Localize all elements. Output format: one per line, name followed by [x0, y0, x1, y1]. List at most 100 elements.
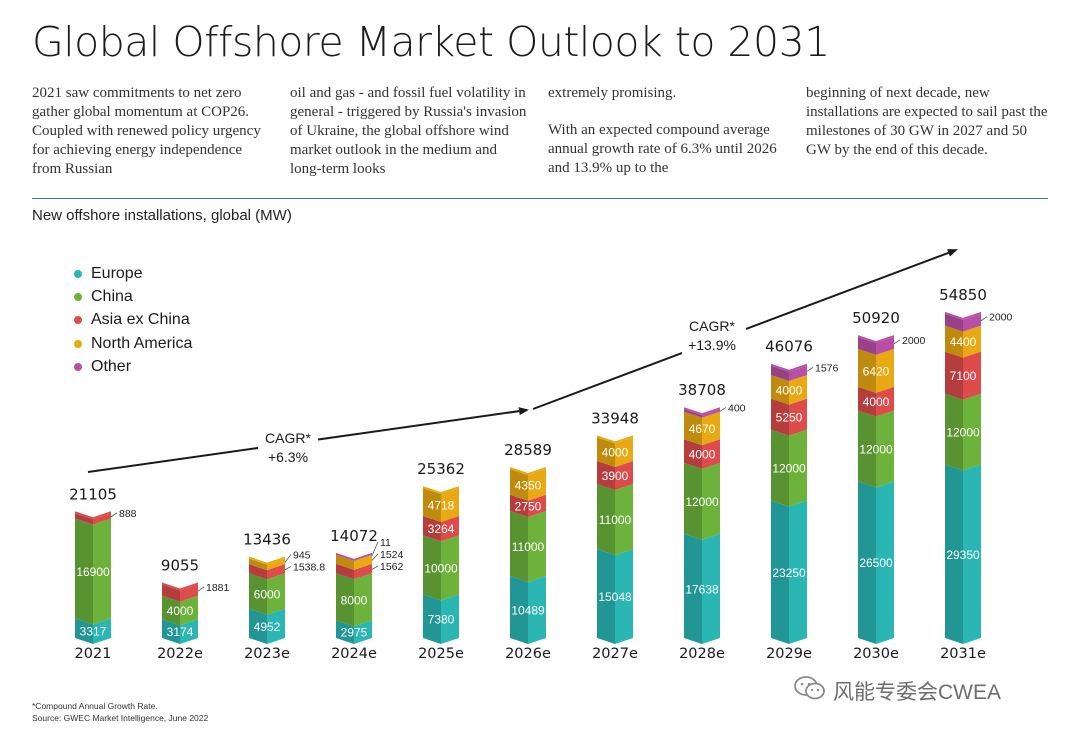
segment-label-2026e-2: 2750 [515, 499, 542, 513]
bar-2031e-cap [945, 311, 981, 320]
body-text-3b: With an expected compound average annual… [548, 122, 777, 176]
x-tick-label-2022e: 2022e [157, 646, 203, 662]
body-column-1: 2021 saw commitments to net zero gather … [32, 84, 274, 197]
x-tick-label-2030e: 2030e [853, 646, 899, 662]
segment-label-2024e-2: 1562 [380, 561, 404, 573]
bar-2031e-china-right [963, 393, 981, 471]
bar-2025e-cap [423, 486, 459, 495]
bar-total-2031e: 54850 [939, 286, 987, 304]
segment-label-2025e-0: 7380 [428, 613, 455, 627]
bar-2023e-europe-right [267, 608, 285, 644]
bar-2030e-china-left [858, 410, 876, 488]
bar-2030e-asia-ex-china-right [876, 386, 894, 417]
bar-2021-europe-right [93, 618, 111, 644]
bar-2028e-asia-ex-china-left [684, 439, 702, 469]
legend-label-other: Other [91, 357, 132, 375]
bar-2028e-asia-ex-china-right [702, 439, 720, 469]
bar-2021-cap [75, 511, 111, 520]
bar-2025e-europe-left [423, 594, 441, 644]
chart-legend: Europe China Asia ex China North America… [74, 262, 192, 378]
x-tick-label-2024e: 2024e [331, 646, 377, 662]
bar-2027e-asia-ex-china-left [597, 461, 615, 491]
bar-2027e-cap [597, 435, 633, 444]
legend-dot-asia-ex-china [74, 316, 82, 325]
leader-line-2030e-4 [893, 339, 901, 345]
legend-item-north-america: North America [74, 332, 192, 355]
segment-label-2031e-0: 29350 [946, 548, 980, 562]
bar-2026e-europe-right [528, 576, 546, 644]
bar-2022e-asia-ex-china-left [162, 584, 180, 602]
cagr-value-2: +13.9% [688, 337, 736, 353]
segment-label-2023e-1: 6000 [254, 588, 281, 602]
legend-label-asia-ex-china: Asia ex China [91, 311, 190, 329]
bar-2030e-north-america-right [876, 348, 894, 393]
bar-total-2025e: 25362 [417, 460, 465, 478]
segment-label-2021-1: 16900 [76, 565, 110, 579]
bar-2023e-cap [249, 556, 285, 565]
bar-2021-asia-ex-china-left [75, 513, 93, 525]
body-text-3a: extremely promising. [548, 85, 677, 101]
bar-total-2030e: 50920 [852, 309, 900, 327]
bar-2030e-asia-ex-china-left [858, 386, 876, 417]
bar-total-2023e: 13436 [243, 531, 291, 549]
segment-label-2029e-2: 5250 [776, 411, 803, 425]
leader-line-2031e-4 [980, 316, 988, 322]
bar-2030e-north-america-left [858, 348, 876, 393]
segment-label-2030e-0: 26500 [859, 556, 893, 570]
bar-2029e-north-america-left [771, 375, 789, 405]
bar-2026e-asia-ex-china-right [528, 494, 546, 517]
watermark: 风能专委会CWEA [793, 675, 1001, 707]
segment-label-2029e-0: 23250 [772, 566, 806, 580]
bar-2030e-europe-right [876, 481, 894, 644]
bar-2029e-other-left [771, 365, 789, 382]
segment-label-2028e-0: 17638 [685, 582, 719, 596]
wechat-icon [793, 675, 827, 707]
leader-line-2024e-4 [371, 541, 379, 557]
legend-dot-other [74, 362, 82, 371]
bar-2023e-asia-ex-china-right [267, 564, 285, 580]
x-tick-label-2028e: 2028e [679, 646, 725, 662]
segment-label-2025e-3: 4718 [428, 499, 455, 513]
bar-2031e-china-left [945, 393, 963, 471]
leader-line-2024e-3 [371, 553, 379, 561]
bar-2021-asia-ex-china-right [93, 513, 111, 525]
bar-2024e-cap [336, 552, 372, 561]
segment-label-2024e-4: 11 [380, 537, 391, 549]
body-column-4: beginning of next decade, new installati… [806, 84, 1048, 178]
legend-dot-china [74, 292, 82, 301]
bar-2024e-europe-right [354, 620, 372, 644]
segment-label-2027e-1: 11000 [599, 513, 632, 527]
body-column-2: oil and gas - and fossil fuel volatility… [290, 84, 532, 197]
bar-2025e-china-left [423, 535, 441, 601]
leader-line-2029e-4 [806, 367, 814, 372]
footnote: *Compound Annual Growth Rate. Source: GW… [32, 700, 208, 724]
legend-item-europe: Europe [74, 262, 192, 285]
segment-label-2023e-3: 945 [293, 549, 311, 561]
legend-dot-north-america [74, 339, 82, 348]
segment-label-2031e-2: 7100 [950, 369, 977, 383]
x-tick-label-2027e: 2027e [592, 646, 638, 662]
leader-line-2023e-2 [284, 566, 292, 571]
segment-label-2028e-2: 4000 [689, 448, 716, 462]
x-tick-label-2029e: 2029e [766, 646, 812, 662]
bar-2031e-asia-ex-china-right [963, 351, 981, 400]
bar-2028e-europe-left [684, 533, 702, 644]
bar-2027e-china-right [615, 484, 633, 556]
bar-2023e-north-america-left [249, 558, 267, 571]
legend-item-asia-ex-china: Asia ex China [74, 309, 192, 332]
bar-total-2026e: 28589 [504, 441, 552, 459]
bar-total-2029e: 46076 [765, 338, 813, 356]
bar-2022e-asia-ex-china-right [180, 584, 198, 602]
bar-2029e-europe-left [771, 500, 789, 644]
bar-2028e-north-america-left [684, 411, 702, 446]
segment-label-2023e-2: 1538.8 [293, 561, 325, 573]
segment-label-2027e-0: 15048 [598, 590, 632, 604]
legend-dot-europe [74, 269, 82, 278]
bar-2024e-europe-left [336, 620, 354, 644]
bar-2027e-north-america-right [615, 437, 633, 468]
segment-label-2031e-4: 2000 [989, 312, 1013, 324]
bar-2025e-europe-right [441, 594, 459, 644]
bar-2022e-europe-left [162, 619, 180, 644]
